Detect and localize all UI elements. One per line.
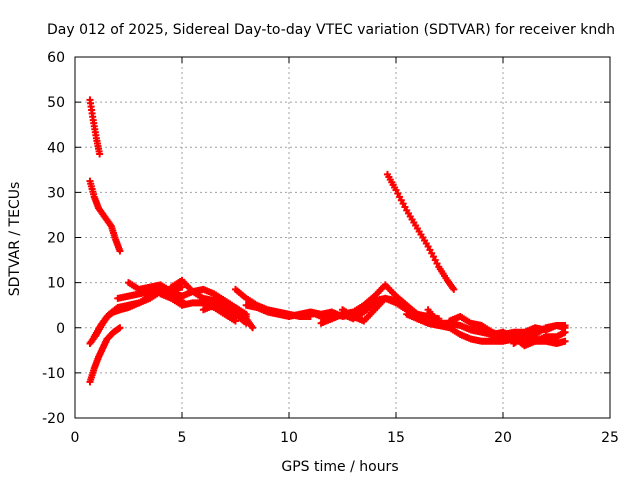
y-tick-label: -10	[42, 366, 65, 382]
data-point	[116, 324, 124, 332]
axis-ticks: 0 5 10 15 20 25 -20 -10 0 10 20 30 40 50 60	[42, 50, 619, 446]
y-axis-label: SDTVAR / TECUs	[7, 182, 23, 297]
chart-title: Day 012 of 2025, Sidereal Day-to-day VTE…	[47, 22, 615, 38]
series-arc-15	[317, 281, 421, 327]
grid-lines	[75, 57, 610, 418]
x-tick-label: 15	[387, 430, 405, 446]
data-point	[178, 283, 186, 291]
series-arc-1	[86, 96, 104, 158]
x-tick-label: 25	[601, 430, 619, 446]
y-tick-label: 40	[47, 140, 65, 156]
data-point	[249, 324, 257, 332]
x-tick-label: 10	[280, 430, 298, 446]
data-point	[96, 150, 104, 158]
series-arc-3	[86, 324, 124, 386]
series-arc-22	[510, 321, 569, 348]
data-point	[561, 337, 569, 345]
x-axis-label: GPS time / hours	[281, 459, 398, 475]
data-point	[116, 247, 124, 255]
series-arc-17	[383, 170, 458, 293]
x-tick-label: 0	[71, 430, 80, 446]
data-series	[86, 96, 569, 386]
y-tick-label: 60	[47, 50, 65, 66]
y-tick-label: 50	[47, 95, 65, 111]
series-arc-2	[86, 177, 124, 255]
x-tick-label: 5	[178, 430, 187, 446]
x-tick-label: 20	[494, 430, 512, 446]
data-point	[561, 321, 569, 329]
y-tick-label: 10	[47, 276, 65, 292]
y-tick-label: 30	[47, 185, 65, 201]
series-arc-11	[210, 294, 257, 332]
y-tick-label: -20	[42, 411, 65, 427]
data-point	[450, 285, 458, 293]
y-tick-label: 0	[56, 321, 65, 337]
y-tick-label: 20	[47, 231, 65, 247]
data-point	[232, 317, 239, 325]
